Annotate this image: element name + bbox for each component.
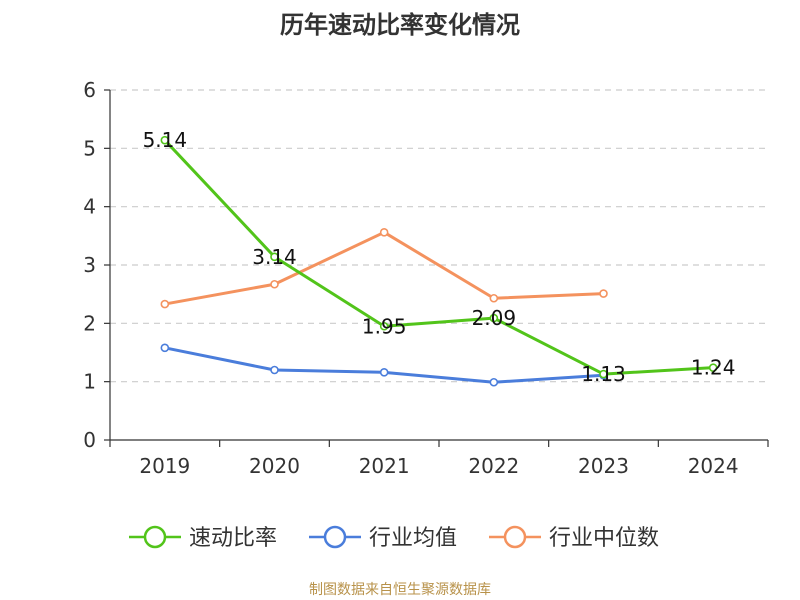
x-tick-label: 2022 — [468, 454, 519, 478]
data-point — [599, 289, 608, 298]
data-point — [708, 363, 718, 372]
y-tick-label: 0 — [83, 428, 96, 452]
x-tick-label: 2019 — [139, 454, 190, 478]
data-point — [489, 377, 499, 387]
series-line — [164, 346, 604, 384]
y-tick-label: 5 — [83, 136, 96, 160]
y-tick-label: 2 — [83, 311, 96, 335]
legend-marker — [323, 525, 347, 549]
data-point — [270, 252, 279, 262]
series-line — [163, 139, 714, 376]
x-tick-label: 2024 — [688, 454, 739, 478]
chart-title: 历年速动比率变化情况 — [280, 11, 520, 39]
data-point — [489, 313, 499, 323]
y-tick-label: 4 — [83, 195, 96, 219]
x-tick-label: 2023 — [578, 454, 629, 478]
data-point — [379, 228, 389, 237]
data-point — [160, 343, 170, 353]
data-label: 2.09 — [472, 306, 517, 330]
data-point — [489, 293, 499, 303]
data-label: 3.14 — [252, 245, 297, 269]
data-labels: 5.14 3.14 1.95 2.09 1.13 1.24 — [143, 128, 736, 386]
data-point — [379, 368, 389, 377]
legend-marker — [143, 525, 167, 549]
data-label: 1.13 — [581, 362, 626, 386]
data-point — [160, 135, 170, 145]
legend[interactable]: 速动比率 行业均值 行业中位数 — [129, 525, 659, 551]
legend-item[interactable]: 速动比率 — [129, 525, 277, 551]
series — [160, 135, 718, 387]
source-note: 制图数据来自恒生聚源数据库 — [309, 582, 491, 598]
y-tick-label: 3 — [83, 253, 96, 277]
y-tick-label: 6 — [83, 78, 96, 102]
series-line — [164, 230, 604, 306]
data-label: 1.24 — [691, 356, 736, 380]
legend-marker — [503, 525, 527, 549]
grid — [110, 89, 768, 383]
data-point — [160, 299, 170, 309]
x-tick-label: 2021 — [359, 454, 410, 478]
data-point — [270, 365, 279, 375]
data-label: 5.14 — [143, 128, 188, 152]
legend-label: 行业中位数 — [549, 526, 659, 551]
data-point — [270, 279, 279, 289]
data-point — [379, 321, 389, 331]
legend-item[interactable]: 行业中位数 — [489, 525, 659, 551]
x-tick-label: 2020 — [249, 454, 300, 478]
legend-item[interactable]: 行业均值 — [309, 525, 457, 551]
legend-label: 行业均值 — [369, 526, 457, 551]
legend-label: 速动比率 — [189, 526, 277, 551]
data-label: 1.95 — [362, 314, 407, 338]
data-point — [599, 369, 608, 379]
axes: 0 1 2 3 4 5 6 2019 2020 2021 2022 2023 2024 — [83, 78, 769, 478]
y-tick-label: 1 — [83, 370, 96, 394]
